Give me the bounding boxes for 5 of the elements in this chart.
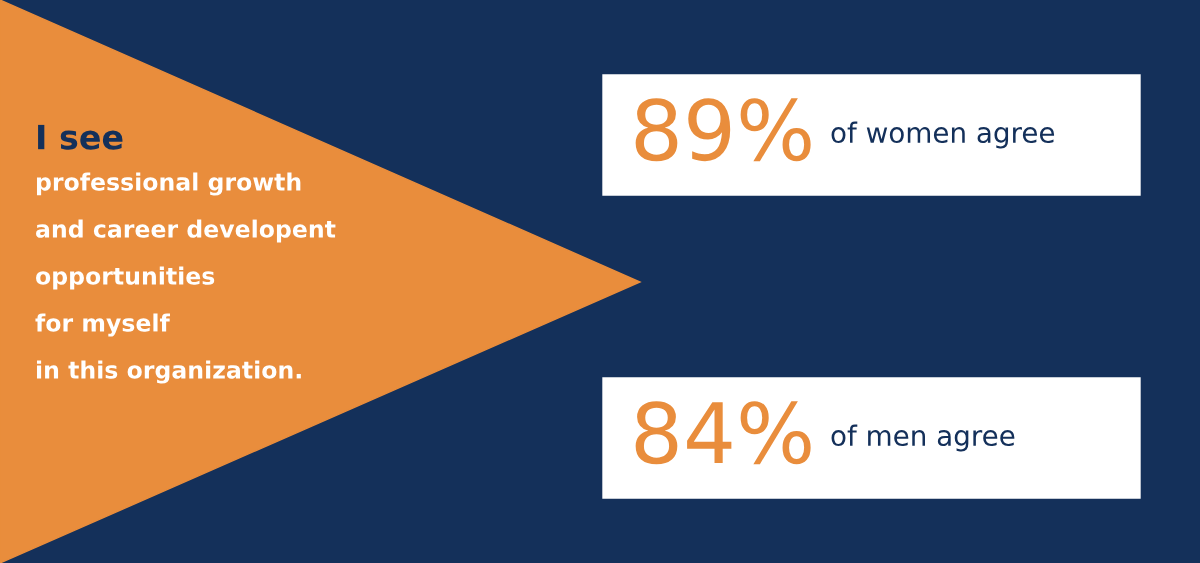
- data-label: 89%: [635, 98, 811, 162]
- category-label: of men agree: [831, 424, 1015, 452]
- data-label: 84%: [635, 401, 811, 465]
- text: I see professional growth and career developent opportunities for myself in this organization.: [35, 124, 336, 384]
- category-label: of women agree: [831, 121, 1055, 149]
